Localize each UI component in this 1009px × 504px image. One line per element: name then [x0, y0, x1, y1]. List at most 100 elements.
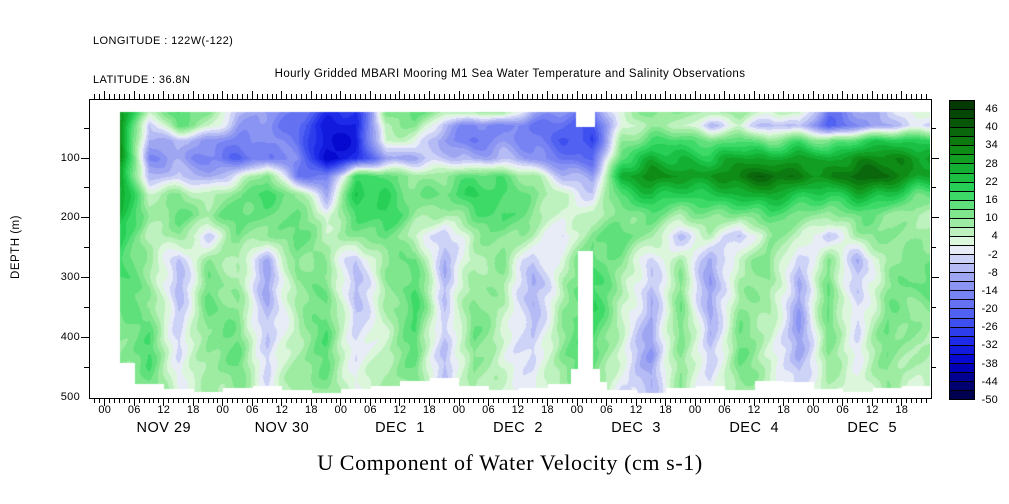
x-tick	[650, 94, 651, 99]
x-hour-label: 00	[328, 404, 354, 416]
x-tick	[365, 398, 366, 403]
x-tick	[670, 398, 671, 403]
x-tick	[355, 398, 356, 403]
x-tick	[783, 91, 784, 99]
x-tick	[764, 94, 765, 99]
x-tick	[316, 398, 317, 403]
x-tick	[788, 398, 789, 403]
x-hour-label: 06	[594, 404, 620, 416]
colorbar-tick-label: 40	[972, 121, 998, 133]
x-tick	[803, 94, 804, 99]
x-tick	[459, 91, 460, 99]
x-axis-bottom-title: U Component of Water Velocity (cm s-1)	[90, 450, 930, 476]
colorbar-cell	[950, 173, 974, 182]
x-tick	[188, 398, 189, 403]
x-tick	[301, 94, 302, 99]
x-date-label: DEC 1	[340, 420, 460, 436]
x-tick	[862, 94, 863, 99]
x-tick	[173, 94, 174, 99]
x-tick	[286, 398, 287, 403]
x-tick	[887, 94, 888, 99]
x-tick	[808, 94, 809, 99]
x-tick	[803, 398, 804, 403]
x-hour-label: 00	[800, 404, 826, 416]
x-tick	[473, 94, 474, 99]
x-tick	[217, 94, 218, 99]
x-tick	[916, 398, 917, 403]
x-hour-label: 12	[151, 404, 177, 416]
y-tick	[931, 187, 936, 188]
x-tick	[375, 94, 376, 99]
x-tick	[203, 398, 204, 403]
x-tick	[572, 94, 573, 99]
x-tick	[700, 398, 701, 403]
x-tick	[360, 94, 361, 99]
x-tick	[926, 398, 927, 403]
y-tick	[81, 337, 89, 338]
x-tick	[424, 94, 425, 99]
colorbar-cell	[950, 290, 974, 299]
x-tick	[739, 398, 740, 403]
x-tick	[414, 94, 415, 99]
y-tick	[931, 277, 939, 278]
colorbar-tick-label: 28	[972, 158, 998, 170]
x-tick	[655, 94, 656, 99]
x-tick	[596, 94, 597, 99]
x-tick	[296, 94, 297, 99]
colorbar-cell	[950, 363, 974, 372]
x-tick	[857, 94, 858, 99]
y-tick	[84, 307, 89, 308]
x-tick	[778, 94, 779, 99]
x-tick	[729, 94, 730, 99]
x-tick	[891, 94, 892, 99]
x-tick	[537, 94, 538, 99]
x-tick	[365, 94, 366, 99]
x-tick	[144, 94, 145, 99]
x-tick	[621, 398, 622, 403]
x-tick	[828, 94, 829, 99]
x-tick	[178, 94, 179, 99]
x-tick	[267, 398, 268, 403]
colorbar-cell	[950, 209, 974, 218]
x-tick	[719, 94, 720, 99]
x-tick	[793, 94, 794, 99]
x-tick	[522, 94, 523, 99]
x-tick	[203, 94, 204, 99]
colorbar-cell	[950, 372, 974, 381]
y-axis-title: DEPTH (m)	[10, 187, 22, 307]
x-tick	[449, 94, 450, 99]
colorbar-cell	[950, 236, 974, 245]
colorbar-tick-label: 10	[972, 212, 998, 224]
x-tick	[660, 398, 661, 403]
x-tick	[513, 94, 514, 99]
x-tick	[208, 398, 209, 403]
x-tick	[217, 398, 218, 403]
x-tick	[262, 398, 263, 403]
x-tick	[390, 94, 391, 99]
x-tick	[675, 398, 676, 403]
colorbar-cell	[950, 299, 974, 308]
x-tick	[498, 94, 499, 99]
x-hour-label: 00	[564, 404, 590, 416]
x-tick	[527, 398, 528, 403]
x-tick	[837, 94, 838, 99]
x-tick	[385, 398, 386, 403]
plot-title: Hourly Gridded MBARI Mooring M1 Sea Wate…	[90, 68, 930, 80]
x-tick	[522, 398, 523, 403]
x-date-label: DEC 2	[458, 420, 578, 436]
x-tick	[483, 398, 484, 403]
x-tick	[213, 398, 214, 403]
x-tick	[616, 398, 617, 403]
colorbar-cell	[950, 145, 974, 154]
x-tick	[832, 94, 833, 99]
x-tick	[158, 398, 159, 403]
x-hour-label: 06	[830, 404, 856, 416]
x-tick	[877, 398, 878, 403]
x-tick	[119, 398, 120, 403]
x-tick	[842, 91, 843, 99]
x-tick	[837, 398, 838, 403]
x-tick	[601, 398, 602, 403]
x-hour-label: 12	[741, 404, 767, 416]
x-tick	[591, 94, 592, 99]
x-tick	[724, 91, 725, 99]
